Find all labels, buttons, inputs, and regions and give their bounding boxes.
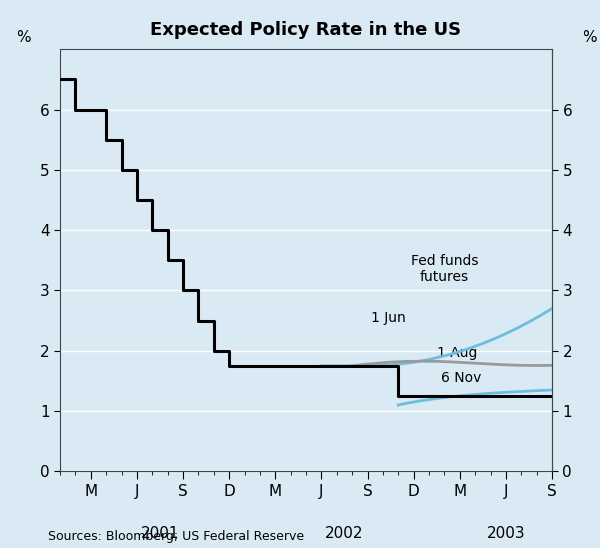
Title: Expected Policy Rate in the US: Expected Policy Rate in the US [151,21,461,39]
Text: 1 Jun: 1 Jun [371,311,406,326]
Text: 1 Aug: 1 Aug [437,346,477,359]
Text: 6 Nov: 6 Nov [442,371,482,385]
Text: %: % [581,30,596,45]
Text: 2001: 2001 [140,526,179,541]
Text: 2003: 2003 [487,526,525,541]
Text: %: % [16,30,31,45]
Text: 2002: 2002 [325,526,364,541]
Text: Sources: Bloomberg; US Federal Reserve: Sources: Bloomberg; US Federal Reserve [48,529,304,543]
Text: Fed funds
futures: Fed funds futures [410,254,478,284]
